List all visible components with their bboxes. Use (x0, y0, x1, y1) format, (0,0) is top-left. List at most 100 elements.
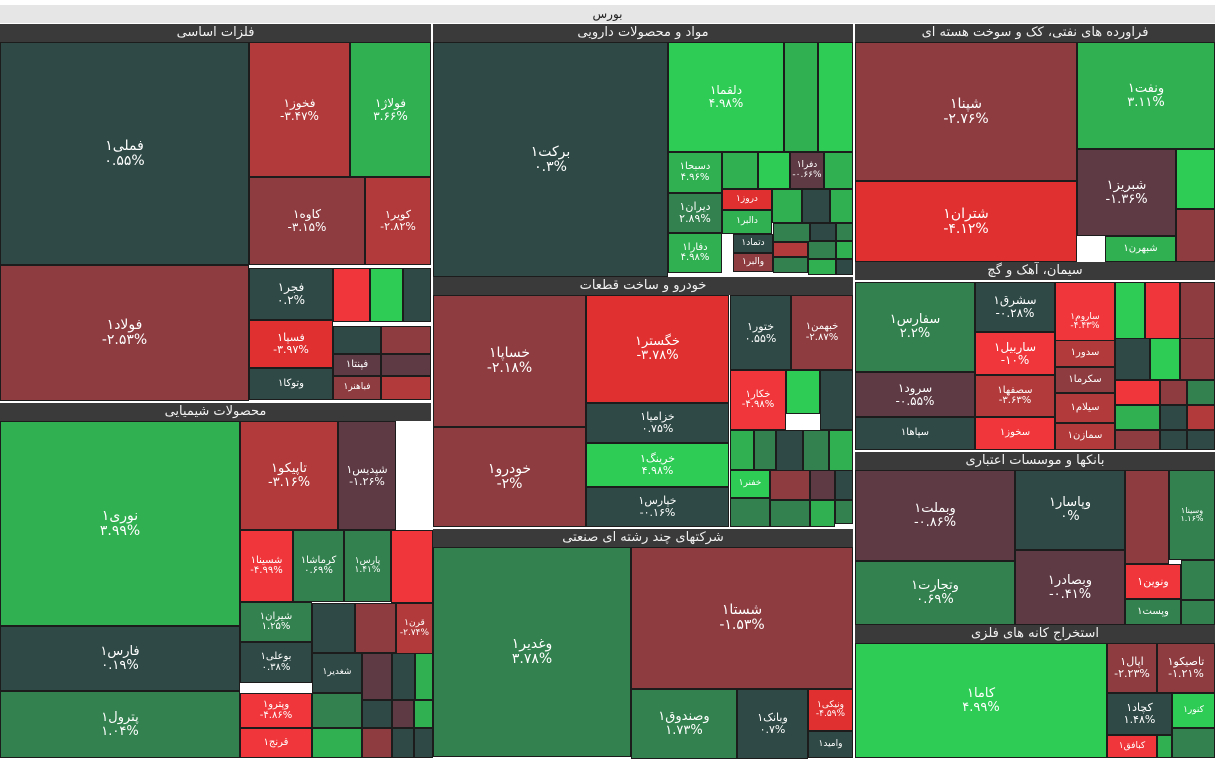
filler-tile[interactable] (1115, 282, 1145, 340)
stock-tile[interactable]: خگستر۱ -۳.۷۸% (586, 295, 729, 403)
stock-tile[interactable]: دسبحا۱ ۴.۹۶% (668, 152, 722, 193)
stock-tile[interactable]: بوعلی۱ ۰.۳۸% (240, 642, 312, 683)
sector-header[interactable]: فراورده های نفتی، کک و سوخت هسته ای (855, 24, 1215, 42)
stock-tile[interactable]: خبهمن۱ -۲.۸۷% (791, 295, 853, 370)
stock-tile[interactable]: شستا۱ -۱.۵۳% (631, 547, 853, 689)
filler-tile[interactable] (835, 500, 853, 524)
stock-tile[interactable]: قرنج۱ (240, 728, 312, 758)
stock-tile[interactable]: قرن۱ -۲.۷۴% (396, 603, 433, 654)
filler-tile[interactable] (808, 241, 836, 259)
filler-tile[interactable] (1160, 380, 1187, 405)
filler-tile[interactable] (381, 354, 431, 376)
stock-tile[interactable]: دتماد۱ (733, 234, 773, 253)
filler-tile[interactable] (722, 152, 758, 189)
stock-tile[interactable]: تاصیکو۱ -۱.۲۱% (1157, 643, 1215, 693)
stock-tile[interactable]: خکار۱ -۴.۹۸% (730, 370, 786, 430)
stock-tile[interactable]: وبانک۱ ۰.۷% (737, 689, 808, 759)
filler-tile[interactable] (730, 430, 754, 470)
filler-tile[interactable] (773, 242, 808, 257)
stock-tile[interactable]: کرماشا۱ ۰.۶۹% (293, 530, 344, 602)
filler-tile[interactable] (1115, 380, 1160, 405)
stock-tile[interactable]: کاوه۱ -۳.۱۵% (249, 177, 365, 265)
filler-tile[interactable] (312, 693, 362, 728)
stock-tile[interactable]: اپال۱ -۲.۲۳% (1107, 643, 1157, 693)
filler-tile[interactable] (392, 700, 414, 728)
stock-tile[interactable]: شیران۱ ۱.۲۵% (240, 602, 312, 642)
filler-tile[interactable] (1176, 209, 1215, 262)
stock-tile[interactable]: فارس۱ ۰.۱۹% (0, 626, 240, 691)
filler-tile[interactable] (754, 430, 776, 470)
stock-tile[interactable]: دروز۱ (722, 189, 772, 210)
filler-tile[interactable] (392, 728, 414, 758)
filler-tile[interactable] (415, 653, 433, 700)
stock-tile[interactable]: وبملت۱ -۰.۸۶% (855, 470, 1015, 561)
stock-tile[interactable]: دفرا۱ -۰.۶۶% (790, 152, 824, 189)
stock-tile[interactable]: سدور۱ (1055, 340, 1115, 367)
sector-header[interactable]: مواد و محصولات دارویی (433, 24, 853, 42)
stock-tile[interactable]: ونیکی۱ -۴.۵۹% (808, 689, 853, 731)
filler-tile[interactable] (1181, 560, 1215, 600)
filler-tile[interactable] (808, 259, 836, 275)
filler-tile[interactable] (362, 728, 392, 758)
filler-tile[interactable] (1180, 282, 1215, 340)
stock-tile[interactable]: سصفها۱ -۳.۶۳% (975, 375, 1055, 417)
filler-tile[interactable] (770, 500, 810, 527)
filler-tile[interactable] (810, 500, 835, 527)
filler-tile[interactable] (770, 470, 810, 500)
stock-tile[interactable]: شبهرن۱ (1105, 236, 1176, 262)
filler-tile[interactable] (810, 223, 836, 241)
filler-tile[interactable] (758, 152, 790, 189)
stock-tile[interactable]: سمازن۱ (1055, 423, 1115, 450)
stock-tile[interactable]: ساربیل۱ -۱۰% (975, 332, 1055, 375)
filler-tile[interactable] (802, 189, 830, 223)
sector-header[interactable]: سیمان، آهک و گچ (855, 262, 1215, 280)
filler-tile[interactable] (362, 700, 392, 728)
filler-tile[interactable] (1160, 430, 1187, 450)
stock-tile[interactable]: کاما۱ ۴.۹۹% (855, 643, 1107, 758)
filler-tile[interactable] (381, 326, 431, 354)
stock-tile[interactable]: ختور۱ ۰.۵۵% (730, 295, 791, 370)
filler-tile[interactable] (810, 470, 835, 500)
stock-tile[interactable]: فپنتا۱ (333, 354, 381, 376)
stock-tile[interactable]: شغدیر۱ (312, 653, 362, 693)
stock-tile[interactable]: فسپا۱ -۳.۹۷% (249, 320, 333, 368)
stock-tile[interactable]: دلقما۱ ۴.۹۸% (668, 42, 784, 152)
filler-tile[interactable] (836, 223, 853, 241)
filler-tile[interactable] (1145, 282, 1180, 340)
stock-tile[interactable]: شسینا۱ -۴.۹۹% (240, 530, 293, 602)
stock-tile[interactable]: کویر۱ -۲.۸۲% (365, 177, 431, 265)
filler-tile[interactable] (784, 42, 818, 152)
filler-tile[interactable] (820, 370, 853, 430)
stock-tile[interactable]: فباهنر۱ (333, 376, 381, 400)
stock-tile[interactable]: سفارس۱ ۲.۲% (855, 282, 975, 372)
filler-tile[interactable] (824, 152, 853, 189)
stock-tile[interactable]: پترول۱ ۱.۰۴% (0, 691, 240, 758)
stock-tile[interactable]: فجر۱ ۰.۲% (249, 268, 333, 320)
filler-tile[interactable] (362, 653, 392, 700)
filler-tile[interactable] (381, 376, 431, 400)
stock-tile[interactable]: سکرما۱ (1055, 367, 1115, 393)
filler-tile[interactable] (1172, 728, 1215, 758)
filler-tile[interactable] (803, 430, 829, 472)
filler-tile[interactable] (403, 268, 431, 322)
filler-tile[interactable] (835, 470, 853, 500)
stock-tile[interactable]: ونفت۱ ۳.۱۱% (1077, 42, 1215, 149)
stock-tile[interactable]: خساپا۱ -۲.۱۸% (433, 295, 586, 427)
filler-tile[interactable] (772, 189, 802, 223)
stock-tile[interactable]: والبر۱ (733, 253, 773, 272)
filler-tile[interactable] (333, 326, 381, 354)
filler-tile[interactable] (830, 189, 853, 223)
sector-header[interactable]: شرکتهای چند رشته ای صنعتی (433, 529, 853, 547)
filler-tile[interactable] (1180, 338, 1215, 380)
filler-tile[interactable] (836, 241, 853, 259)
filler-tile[interactable] (1125, 470, 1169, 564)
stock-tile[interactable]: کبافق۱ (1107, 735, 1157, 758)
stock-tile[interactable]: تاپیکو۱ -۳.۱۶% (240, 421, 338, 530)
stock-tile[interactable]: وسینا۱ ۱.۱۶% (1169, 470, 1215, 560)
stock-tile[interactable]: وبصادر۱ -۰.۴۱% (1015, 550, 1125, 625)
filler-tile[interactable] (730, 498, 770, 527)
sector-header[interactable]: فلزات اساسی (0, 24, 431, 42)
stock-tile[interactable]: شپدیس۱ -۱.۲۶% (338, 421, 396, 530)
stock-tile[interactable]: وصندوق۱ ۱.۷۳% (631, 689, 737, 759)
stock-tile[interactable]: دیران۱ ۲.۸۹% (668, 193, 722, 233)
